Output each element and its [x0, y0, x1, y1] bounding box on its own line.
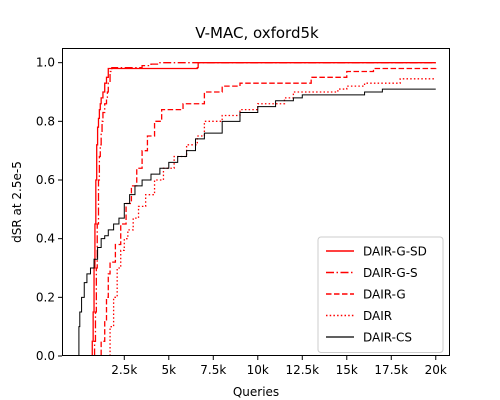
legend-box	[317, 236, 444, 353]
series-layer	[78, 62, 437, 356]
plot-frame	[62, 48, 450, 356]
x-tick-label: 2.5k	[111, 363, 137, 377]
y-tick-label: 0.4	[36, 232, 55, 246]
x-tick-label: 17.5k	[374, 363, 408, 377]
y-axis-ticks: 0.0 0.2 0.4 0.6 0.8 1.0	[36, 56, 62, 363]
legend-label: DAIR-G-S	[363, 266, 418, 280]
legend-label: DAIR-G-SD	[363, 245, 427, 259]
legend-label: DAIR-CS	[363, 331, 412, 345]
series-line-dair-g-s	[93, 62, 436, 356]
x-tick-label: 7.5k	[200, 363, 226, 377]
y-tick-label: 0.2	[36, 290, 55, 304]
y-tick-label: 0.8	[36, 114, 55, 128]
series-line-dair-g	[94, 67, 437, 356]
chart-title: V-MAC, oxford5k	[195, 24, 319, 42]
y-tick-label: 0.6	[36, 173, 55, 187]
y-tick-label: 1.0	[36, 56, 55, 70]
x-axis-label: Queries	[233, 385, 279, 399]
legend-label: DAIR	[363, 309, 392, 323]
y-axis-label: dSR at 2.5e-5	[10, 161, 24, 243]
series-line-dair-cs	[78, 88, 436, 356]
x-tick-label: 12.5k	[285, 363, 319, 377]
x-tick-label: 15k	[336, 363, 358, 377]
legend-label: DAIR-G	[363, 288, 406, 302]
x-tick-label: 10k	[247, 363, 269, 377]
legend: DAIR-G-SD DAIR-G-S DAIR-G DAIR DAIR-CS	[317, 236, 444, 353]
x-axis-ticks: 2.5k 5k 7.5k 10k 12.5k 15k 17.5k 20k	[111, 356, 447, 377]
x-tick-label: 20k	[425, 363, 447, 377]
y-tick-label: 0.0	[36, 349, 55, 363]
x-tick-label: 5k	[161, 363, 176, 377]
